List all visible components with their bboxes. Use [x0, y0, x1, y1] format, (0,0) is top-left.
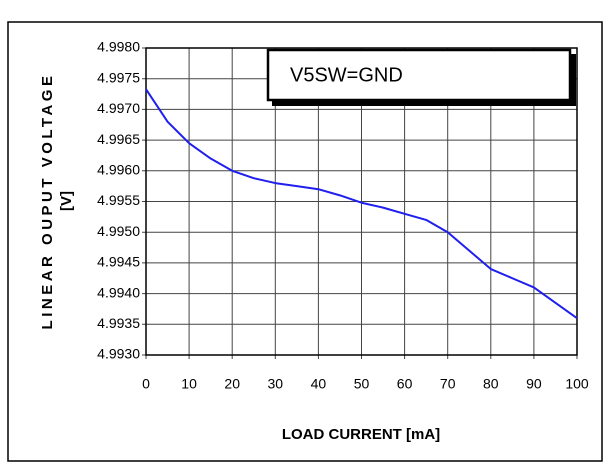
y-tick-label: 4.9970 — [97, 100, 140, 116]
x-tick-label: 40 — [311, 376, 327, 392]
x-tick-label: 50 — [354, 376, 370, 392]
annotation: V5SW=GND — [290, 64, 403, 86]
x-tick-label: 80 — [483, 376, 499, 392]
y-tick-label: 4.9975 — [97, 69, 140, 85]
plot-border — [145, 47, 578, 356]
annotation-box — [266, 48, 572, 102]
x-tick-label: 30 — [268, 376, 284, 392]
x-tick-label: 10 — [181, 376, 197, 392]
x-tick-label: 90 — [526, 376, 542, 392]
x-tick-label: 70 — [440, 376, 456, 392]
y-axis-label: LINEAR OUPUT VOLTAGE — [39, 73, 56, 330]
x-tick-label: 100 — [565, 376, 589, 392]
x-tick-label: 60 — [397, 376, 413, 392]
y-tick-label: 4.9955 — [97, 192, 140, 208]
y-tick-label: 4.9980 — [97, 39, 140, 55]
y-tick-label: 4.9930 — [97, 346, 140, 362]
y-tick-label: 4.9960 — [97, 162, 140, 178]
y-axis-unit: [V] — [58, 191, 75, 211]
y-tick-label: 4.9965 — [97, 131, 140, 147]
x-tick-label: 20 — [224, 376, 240, 392]
y-tick-label: 4.9940 — [97, 284, 140, 300]
y-tick-label: 4.9935 — [97, 315, 140, 331]
data-line — [145, 88, 578, 319]
x-tick-label: 0 — [142, 376, 150, 392]
y-tick-label: 4.9950 — [97, 223, 140, 239]
x-axis-label: LOAD CURRENT [mA] — [282, 426, 440, 443]
y-tick-label: 4.9945 — [97, 254, 140, 270]
